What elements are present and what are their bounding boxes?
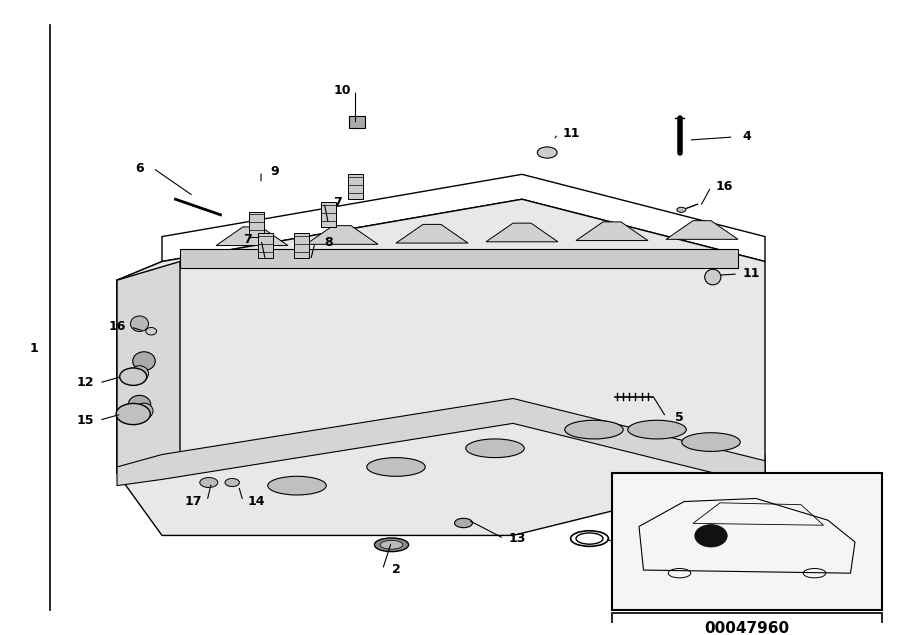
- Polygon shape: [486, 223, 558, 242]
- Ellipse shape: [128, 396, 151, 414]
- Ellipse shape: [116, 403, 150, 425]
- Ellipse shape: [628, 420, 686, 439]
- Text: 7: 7: [243, 233, 252, 246]
- Text: 9: 9: [270, 164, 279, 178]
- FancyBboxPatch shape: [612, 613, 882, 635]
- Text: 2: 2: [392, 563, 400, 576]
- Ellipse shape: [367, 458, 425, 476]
- Ellipse shape: [466, 439, 524, 458]
- Ellipse shape: [146, 328, 157, 335]
- Ellipse shape: [268, 476, 326, 495]
- Text: 11: 11: [742, 267, 760, 281]
- Text: 10: 10: [333, 84, 351, 97]
- Text: 1: 1: [30, 342, 39, 355]
- Ellipse shape: [200, 478, 218, 488]
- Bar: [249, 211, 264, 237]
- Text: 12: 12: [76, 377, 94, 389]
- Text: 16: 16: [716, 180, 733, 193]
- Ellipse shape: [677, 208, 686, 212]
- Bar: [294, 234, 309, 258]
- Bar: [349, 116, 365, 128]
- Polygon shape: [216, 227, 288, 246]
- Polygon shape: [117, 262, 162, 473]
- Text: 11: 11: [562, 128, 580, 140]
- Polygon shape: [666, 220, 738, 239]
- Polygon shape: [117, 262, 180, 473]
- Text: 17: 17: [184, 495, 202, 508]
- Text: 4: 4: [742, 130, 752, 144]
- Polygon shape: [576, 222, 648, 241]
- Ellipse shape: [130, 316, 148, 331]
- Text: 16: 16: [108, 321, 126, 333]
- Ellipse shape: [380, 540, 403, 549]
- Text: 7: 7: [333, 196, 342, 209]
- Bar: [348, 175, 363, 199]
- Ellipse shape: [537, 147, 557, 158]
- Polygon shape: [117, 399, 765, 486]
- Ellipse shape: [225, 479, 239, 486]
- Text: 00047960: 00047960: [705, 621, 789, 635]
- Ellipse shape: [374, 538, 409, 552]
- Ellipse shape: [135, 403, 153, 418]
- Ellipse shape: [120, 368, 147, 385]
- Polygon shape: [306, 225, 378, 244]
- Ellipse shape: [130, 366, 148, 382]
- Ellipse shape: [454, 518, 472, 528]
- Text: 13: 13: [508, 532, 526, 545]
- Text: 5: 5: [675, 411, 684, 424]
- Text: 8: 8: [324, 236, 333, 250]
- Polygon shape: [117, 199, 765, 535]
- Text: 14: 14: [248, 495, 266, 508]
- Bar: [258, 234, 273, 258]
- Ellipse shape: [705, 269, 721, 285]
- Text: 3: 3: [648, 544, 657, 558]
- Ellipse shape: [682, 432, 740, 451]
- Ellipse shape: [133, 352, 155, 370]
- Ellipse shape: [565, 420, 623, 439]
- Polygon shape: [396, 224, 468, 243]
- Text: 6: 6: [135, 161, 144, 175]
- FancyBboxPatch shape: [612, 473, 882, 610]
- Text: 15: 15: [76, 414, 94, 427]
- Circle shape: [695, 525, 727, 547]
- Bar: [321, 203, 336, 227]
- Polygon shape: [180, 249, 738, 268]
